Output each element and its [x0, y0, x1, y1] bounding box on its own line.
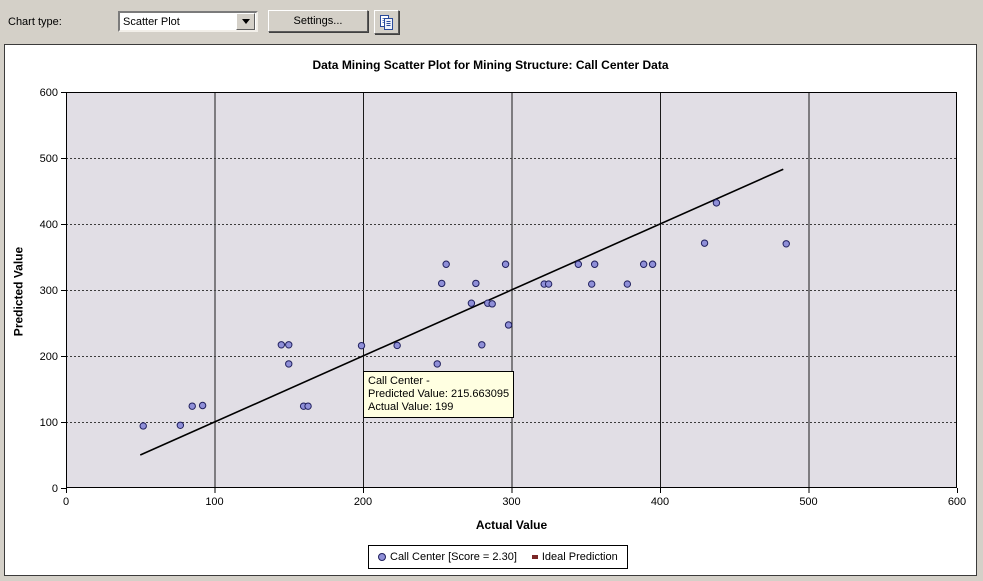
chart-title: Data Mining Scatter Plot for Mining Stru…: [312, 58, 669, 72]
chart-type-dropdown[interactable]: Scatter Plot: [118, 11, 258, 32]
svg-text:600: 600: [948, 496, 966, 508]
svg-text:400: 400: [40, 219, 58, 231]
chevron-down-icon[interactable]: [236, 13, 255, 30]
legend-label-ideal-prediction: Ideal Prediction: [541, 551, 618, 563]
legend-item-call-center: Call Center [Score = 2.30]: [378, 551, 517, 563]
chart-panel: Data Mining Scatter Plot for Mining Stru…: [4, 44, 977, 576]
svg-text:500: 500: [799, 496, 817, 508]
svg-text:600: 600: [40, 87, 58, 99]
svg-text:300: 300: [502, 496, 520, 508]
svg-text:0: 0: [52, 483, 58, 495]
chart-type-label: Chart type:: [8, 16, 62, 28]
copy-button[interactable]: [374, 10, 399, 34]
svg-text:500: 500: [40, 153, 58, 165]
svg-text:200: 200: [40, 351, 58, 363]
tooltip-predicted-line: Predicted Value: 215.663095: [368, 388, 510, 400]
tooltip-actual-line: Actual Value: 199: [368, 401, 454, 413]
svg-text:100: 100: [205, 496, 223, 508]
copy-icon: [380, 14, 393, 30]
chart-legend: Call Center [Score = 2.30] Ideal Predict…: [368, 545, 628, 569]
legend-item-ideal-prediction: Ideal Prediction: [531, 551, 618, 563]
svg-text:0: 0: [63, 496, 69, 508]
svg-text:300: 300: [40, 285, 58, 297]
settings-button[interactable]: Settings...: [268, 10, 368, 32]
data-point-tooltip: Call Center - Predicted Value: 215.66309…: [363, 371, 515, 418]
svg-text:100: 100: [40, 417, 58, 429]
chart-type-selected-value: Scatter Plot: [123, 15, 180, 28]
y-axis-title: Predicted Value: [11, 246, 26, 337]
x-axis-title: Actual Value: [475, 518, 548, 532]
tooltip-series-line: Call Center -: [368, 375, 430, 387]
legend-label-call-center: Call Center [Score = 2.30]: [390, 551, 517, 563]
svg-text:200: 200: [354, 496, 372, 508]
scatter-plot-canvas[interactable]: 0 100 200 300 400 500 600 0 100 200 300 400 500 600: [5, 45, 976, 575]
line-marker-icon: [531, 555, 538, 559]
settings-button-label: Settings...: [293, 15, 343, 27]
svg-text:400: 400: [651, 496, 669, 508]
scatter-marker-icon: [378, 553, 386, 561]
